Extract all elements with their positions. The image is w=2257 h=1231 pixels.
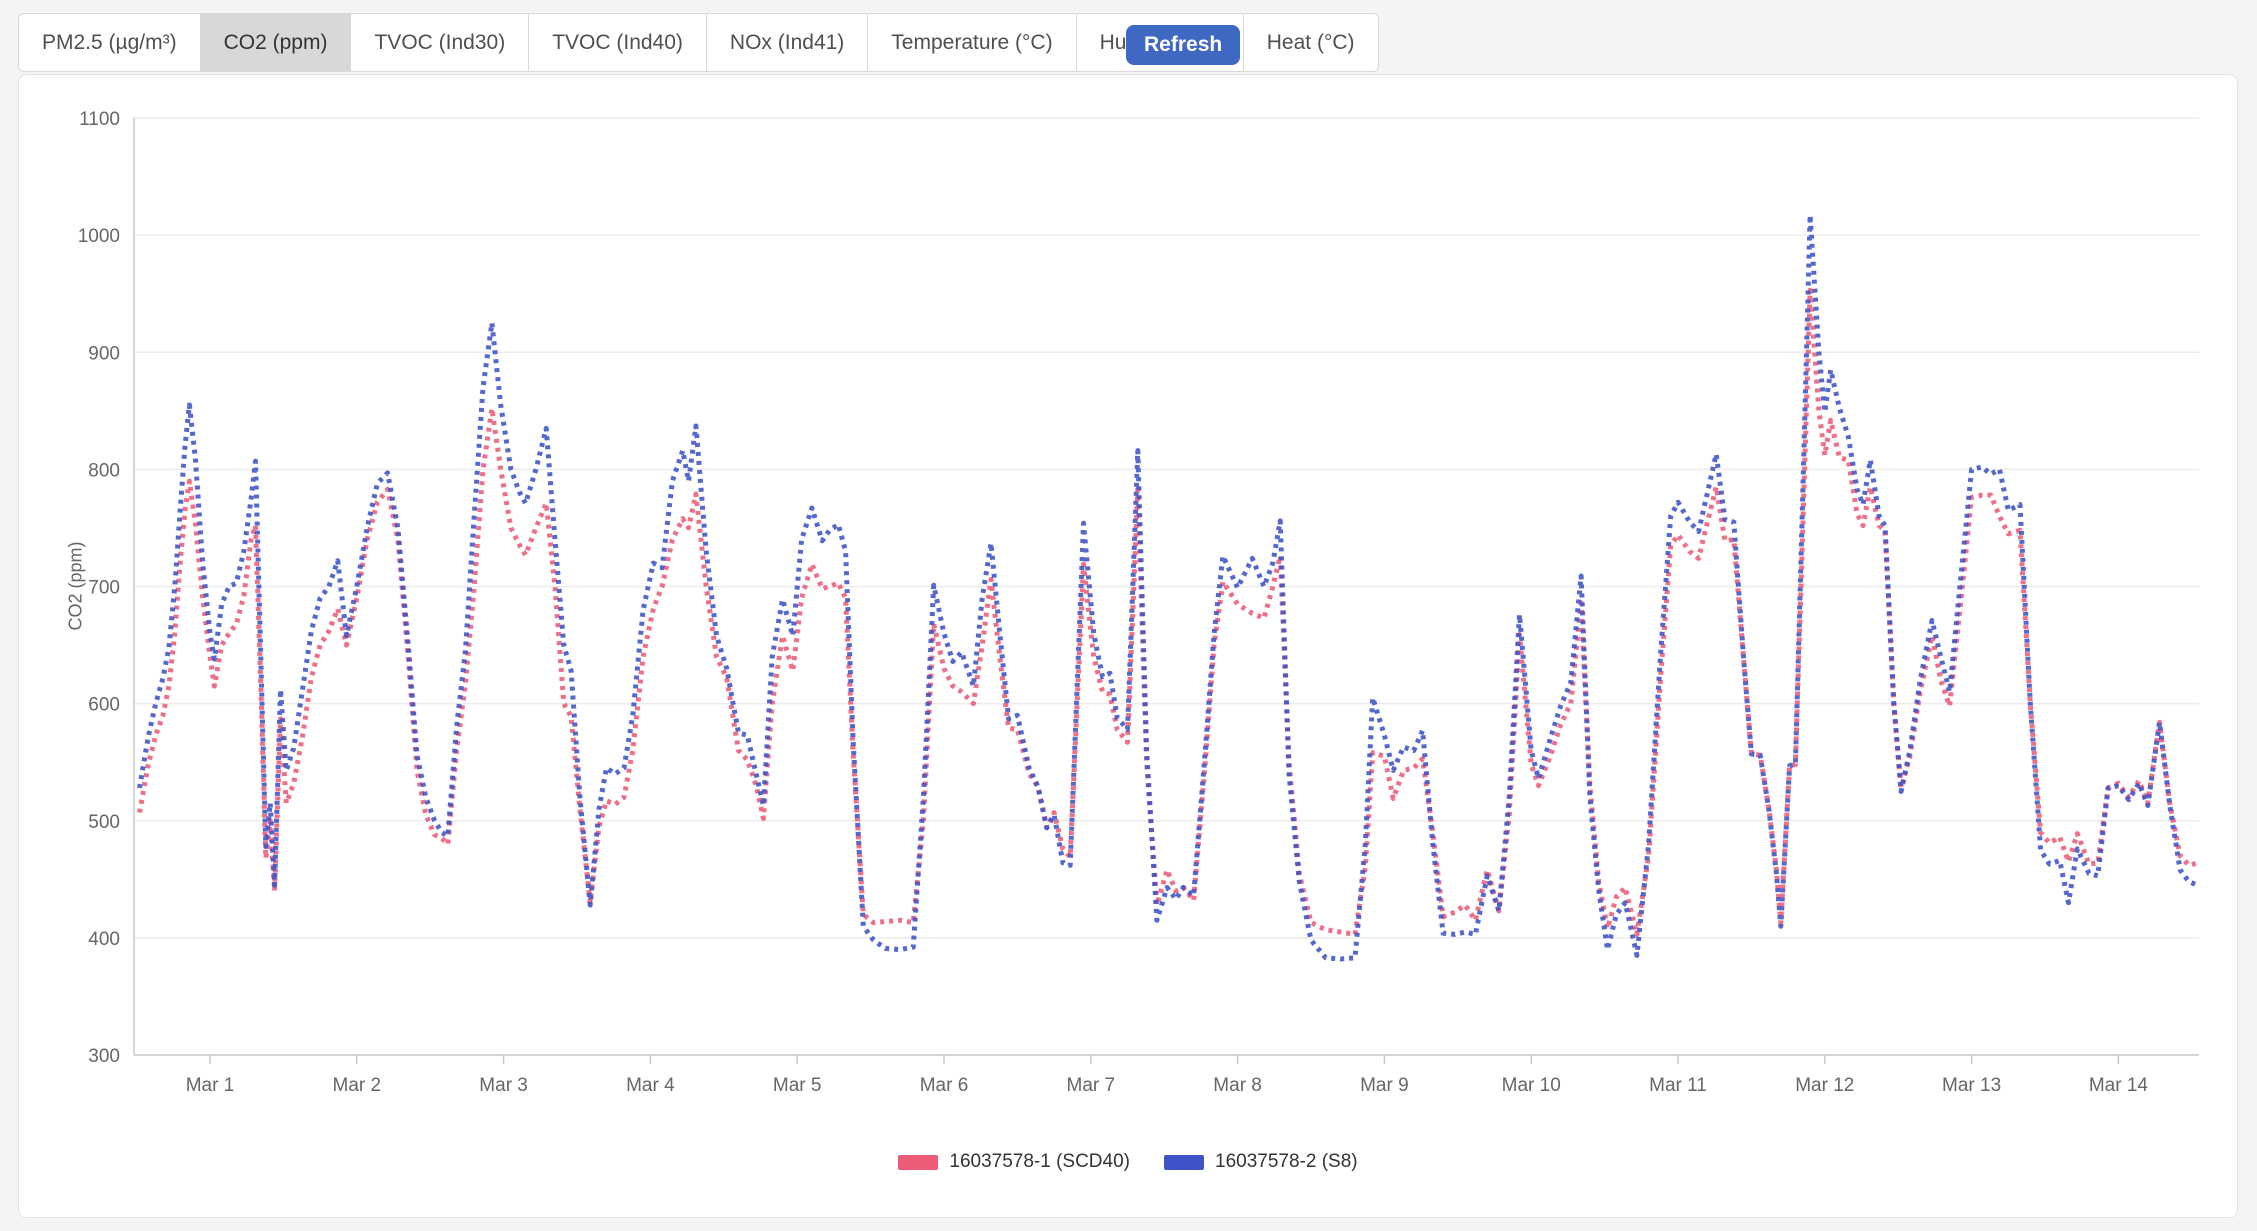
x-tick-label: Mar 12 (1795, 1075, 1854, 1096)
tab-nox-ind41[interactable]: NOx (Ind41) (706, 14, 869, 71)
series-line-s8 (137, 212, 2199, 962)
x-tick-label: Mar 8 (1213, 1075, 1262, 1096)
chart-legend: 16037578-1 (SCD40) 16037578-2 (S8) (19, 1151, 2237, 1173)
x-tick-label: Mar 11 (1649, 1075, 1707, 1096)
y-tick-label: 500 (88, 812, 120, 833)
x-tick-label: Mar 9 (1360, 1075, 1409, 1096)
x-tick-label: Mar 4 (626, 1075, 675, 1096)
x-tick-label: Mar 6 (920, 1075, 969, 1096)
tab-heat-c[interactable]: Heat (°C) (1243, 14, 1378, 71)
legend-item-scd40[interactable]: 16037578-1 (SCD40) (898, 1151, 1130, 1173)
x-tick-label: Mar 13 (1942, 1075, 2001, 1096)
x-tick-label: Mar 14 (2089, 1075, 2149, 1096)
x-tick-label: Mar 3 (479, 1075, 528, 1096)
refresh-button[interactable]: Refresh (1126, 25, 1241, 65)
x-tick-label: Mar 7 (1067, 1075, 1116, 1096)
x-tick-label: Mar 5 (773, 1075, 822, 1096)
tab-tvoc-ind40[interactable]: TVOC (Ind40) (529, 14, 707, 71)
y-tick-label: 700 (88, 578, 120, 599)
tab-co2-ppm[interactable]: CO2 (ppm) (200, 14, 352, 71)
y-tick-label: 600 (88, 695, 120, 716)
x-tick-label: Mar 10 (1502, 1075, 1561, 1096)
legend-swatch-scd40 (898, 1154, 939, 1170)
gridlines (134, 117, 2199, 1056)
y-tick-label: 1000 (78, 226, 120, 247)
y-tick-label: 900 (88, 343, 120, 364)
y-tick-label: 1100 (79, 109, 120, 130)
legend-label: 16037578-2 (S8) (1215, 1151, 1358, 1172)
legend-swatch-s8 (1164, 1154, 1204, 1170)
y-tick-label: 800 (88, 460, 120, 481)
legend-item-s8[interactable]: 16037578-2 (S8) (1164, 1151, 1358, 1173)
legend-label: 16037578-1 (SCD40) (949, 1151, 1130, 1172)
tab-pm2-5-g-m[interactable]: PM2.5 (µg/m³) (19, 14, 201, 71)
x-axis-labels: Mar 1 Mar 2 Mar 3 Mar 4 Mar 5 Mar 6 Mar 7 Mar 8… (186, 1055, 2149, 1096)
y-tick-label: 400 (88, 929, 120, 950)
x-tick-label: Mar 1 (186, 1075, 235, 1096)
chart-card: CO2 (ppm) 300 400 500 600 700 800 900 1000 1100 M… (18, 74, 2238, 1218)
x-tick-label: Mar 2 (333, 1075, 382, 1096)
y-tick-label: 300 (88, 1046, 120, 1067)
tab-temperature-c[interactable]: Temperature (°C) (868, 14, 1077, 71)
y-axis-labels: 300 400 500 600 700 800 900 1000 1100 (78, 109, 120, 1067)
tab-tvoc-ind30[interactable]: TVOC (Ind30) (351, 14, 530, 71)
